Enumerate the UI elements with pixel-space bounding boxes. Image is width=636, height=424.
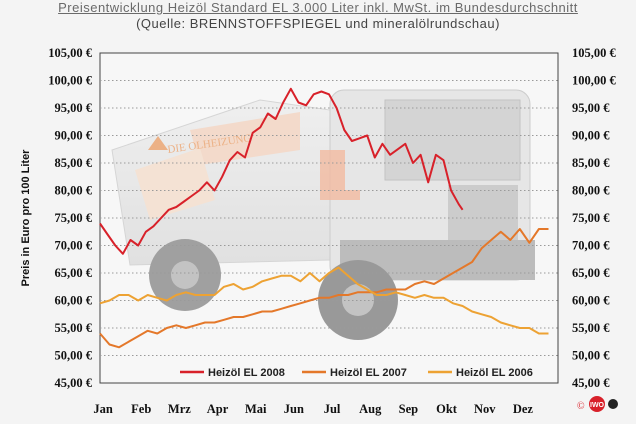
y-tick-label-left: 60,00 € bbox=[55, 294, 93, 308]
x-tick-label: Sep bbox=[399, 402, 419, 416]
y-tick-label-left: 90,00 € bbox=[55, 129, 93, 143]
x-tick-label: Aug bbox=[359, 402, 382, 416]
legend-label: Heizöl EL 2006 bbox=[456, 367, 533, 379]
chart-subtitle: (Quelle: BRENNSTOFFSPIEGEL und mineralöl… bbox=[136, 16, 500, 31]
legend: Heizöl EL 2008 Heizöl EL 2007 Heizöl EL 20… bbox=[180, 367, 533, 379]
x-tick-label: Dez bbox=[513, 402, 534, 416]
y-tick-label-left: 50,00 € bbox=[55, 349, 93, 363]
copyright-logo: © IWO bbox=[577, 396, 618, 412]
y-tick-label-right: 85,00 € bbox=[572, 156, 610, 170]
legend-label: Heizöl EL 2008 bbox=[208, 367, 285, 379]
y-tick-label-right: 70,00 € bbox=[572, 239, 610, 253]
y-tick-label-left: 100,00 € bbox=[48, 74, 93, 88]
copyright-symbol: © bbox=[577, 401, 585, 412]
y-tick-label-right: 75,00 € bbox=[572, 211, 610, 225]
y-tick-label-right: 80,00 € bbox=[572, 184, 610, 198]
x-tick-label: Okt bbox=[436, 402, 458, 416]
y-tick-label-left: 70,00 € bbox=[55, 239, 93, 253]
series-line bbox=[99, 87, 464, 255]
y-tick-label-left: 105,00 € bbox=[48, 46, 93, 60]
x-tick-label: Jun bbox=[284, 402, 304, 416]
y-tick-label-right: 90,00 € bbox=[572, 129, 610, 143]
y-axis-right: 45,00 € 50,00 € 55,00 € 60,00 € 65,00 € 70,00… bbox=[572, 46, 617, 390]
x-tick-label: Apr bbox=[207, 402, 229, 416]
y-axis-title: Preis in Euro pro 100 Liter bbox=[20, 149, 32, 287]
y-axis-left: 45,00 € 50,00 € 55,00 € 60,00 € 65,00 € 70,00… bbox=[48, 46, 93, 390]
y-tick-label-right: 50,00 € bbox=[572, 349, 610, 363]
y-tick-label-right: 95,00 € bbox=[572, 101, 610, 115]
x-axis: Jan Feb Mrz Apr Mai Jun Jul Aug Sep Okt Nov Dez bbox=[93, 402, 533, 416]
series-layer bbox=[99, 87, 549, 349]
y-tick-label-left: 80,00 € bbox=[55, 184, 93, 198]
x-tick-label: Jan bbox=[93, 402, 113, 416]
y-tick-label-right: 105,00 € bbox=[572, 46, 617, 60]
y-tick-label-left: 95,00 € bbox=[55, 101, 93, 115]
y-tick-label-right: 100,00 € bbox=[572, 74, 617, 88]
x-tick-label: Jul bbox=[324, 402, 341, 416]
x-tick-label: Mai bbox=[245, 402, 267, 416]
x-tick-label: Mrz bbox=[168, 402, 191, 416]
x-tick-label: Feb bbox=[131, 402, 151, 416]
y-tick-label-right: 60,00 € bbox=[572, 294, 610, 308]
y-tick-label-left: 85,00 € bbox=[55, 156, 93, 170]
legend-label: Heizöl EL 2007 bbox=[330, 367, 407, 379]
y-tick-label-right: 45,00 € bbox=[572, 376, 610, 390]
logo-circle bbox=[589, 396, 605, 412]
y-tick-label-right: 55,00 € bbox=[572, 321, 610, 335]
series-line bbox=[99, 228, 549, 349]
y-tick-label-left: 45,00 € bbox=[55, 376, 93, 390]
logo-dot bbox=[608, 399, 618, 409]
logo-text: IWO bbox=[590, 402, 605, 409]
legend-item: Heizöl EL 2006 bbox=[428, 367, 533, 379]
legend-item: Heizöl EL 2007 bbox=[302, 367, 407, 379]
y-tick-label-left: 55,00 € bbox=[55, 321, 93, 335]
legend-item: Heizöl EL 2008 bbox=[180, 367, 285, 379]
y-tick-label-left: 75,00 € bbox=[55, 211, 93, 225]
y-tick-label-right: 65,00 € bbox=[572, 266, 610, 280]
series-line bbox=[99, 266, 549, 335]
chart-title: Preisentwicklung Heizöl Standard EL 3.00… bbox=[58, 0, 578, 15]
x-tick-label: Nov bbox=[474, 402, 496, 416]
y-tick-label-left: 65,00 € bbox=[55, 266, 93, 280]
